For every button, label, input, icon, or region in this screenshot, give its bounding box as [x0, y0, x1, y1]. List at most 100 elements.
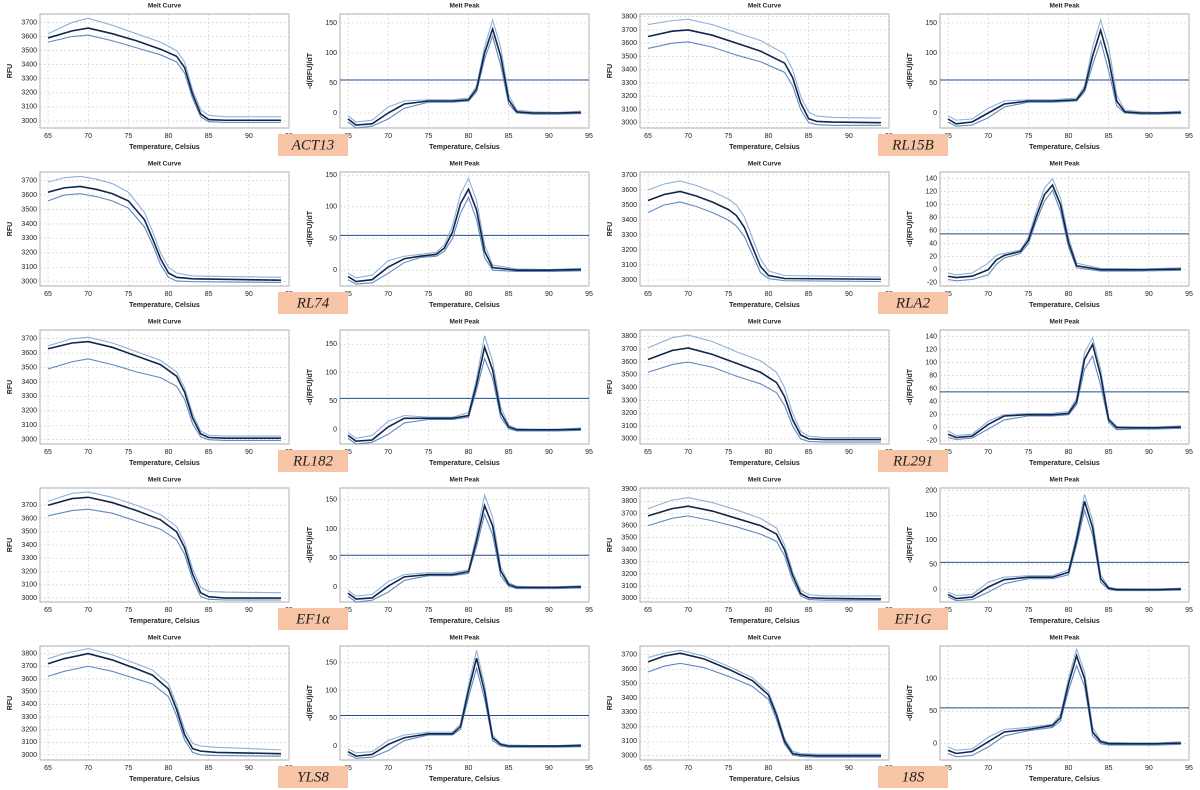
plot-area	[39, 13, 290, 129]
x-tick-label: 65	[44, 449, 52, 456]
y-axis-label: -d(RFU)/dT	[307, 368, 314, 405]
x-tick-label: 85	[505, 607, 513, 614]
x-axis-label: Temperature, Celsius	[129, 144, 200, 151]
x-tick-label: 80	[165, 291, 173, 298]
melt-line	[47, 652, 281, 755]
x-tick-label: 70	[684, 291, 692, 298]
gene-label: RLA2	[895, 295, 931, 311]
melt-line	[947, 663, 1181, 758]
y-tick-label: 3000	[21, 279, 37, 286]
x-tick-label: 75	[424, 765, 432, 772]
y-tick-label: 100	[925, 50, 937, 57]
chart-title: Melt Curve	[748, 635, 782, 642]
chart-title: Melt Peak	[1050, 319, 1080, 326]
x-tick-label: 75	[724, 765, 732, 772]
gene-label-box	[278, 292, 348, 314]
y-tick-label: 120	[925, 188, 937, 195]
y-tick-label: 50	[929, 80, 937, 87]
y-tick-label: 3300	[21, 714, 37, 721]
chart-title: Melt Peak	[450, 635, 480, 642]
x-tick-label: 65	[644, 765, 652, 772]
y-axis-label: -d(RFU)/dT	[907, 684, 914, 721]
y-tick-label: 0	[333, 584, 337, 591]
y-tick-label: 3400	[621, 547, 637, 554]
gene-label: YLS8	[297, 769, 329, 785]
melt-line	[947, 177, 1181, 276]
melt-line	[347, 512, 581, 603]
melt-line	[47, 496, 281, 599]
y-axis-label: -d(RFU)/dT	[907, 52, 914, 89]
y-tick-label: 3800	[621, 333, 637, 340]
melt-line	[347, 176, 581, 279]
x-tick-label: 70	[684, 607, 692, 614]
x-tick-label: 65	[44, 133, 52, 140]
y-tick-label: 40	[929, 241, 937, 248]
chart-panel: Melt Curve657075808590953000310032003300…	[607, 477, 893, 625]
y-tick-label: 3400	[21, 701, 37, 708]
x-tick-label: 75	[424, 133, 432, 140]
x-tick-label: 90	[545, 765, 553, 772]
x-tick-label: 65	[944, 133, 952, 140]
melt-line	[47, 647, 281, 751]
x-tick-label: 75	[1024, 607, 1032, 614]
x-tick-label: 90	[1145, 449, 1153, 456]
melt-line	[347, 344, 581, 442]
y-tick-label: 80	[929, 214, 937, 221]
y-tick-label: 3000	[21, 118, 37, 125]
x-axis-label: Temperature, Celsius	[129, 460, 200, 467]
gene-label: RL291	[892, 453, 933, 469]
y-axis-label: -d(RFU)/dT	[907, 368, 914, 405]
x-tick-label: 85	[205, 449, 213, 456]
y-tick-label: 100	[325, 687, 337, 694]
x-tick-label: 80	[165, 607, 173, 614]
chart-panel: Melt Peak 65 70 75 80 85 90 95 0 50 100 150 Temperat…	[307, 477, 593, 625]
x-tick-label: 95	[585, 133, 593, 140]
chart-panel: Melt Peak 65 70 75 80 85 90 95 0 50 100 Temperature…	[907, 635, 1193, 783]
x-tick-label: 65	[344, 133, 352, 140]
chart-title: Melt Curve	[148, 3, 182, 10]
y-tick-label: 0	[933, 110, 937, 117]
x-tick-label: 85	[505, 133, 513, 140]
y-tick-label: 3200	[21, 408, 37, 415]
x-tick-label: 90	[545, 133, 553, 140]
gene-label: RL74	[296, 295, 330, 311]
x-tick-label: 75	[724, 607, 732, 614]
melt-line	[647, 180, 881, 278]
y-tick-label: 3700	[21, 663, 37, 670]
y-tick-label: 20	[929, 412, 937, 419]
y-tick-label: 3400	[21, 379, 37, 386]
x-tick-label: 75	[1024, 291, 1032, 298]
melt-line	[47, 340, 281, 440]
melt-line	[47, 193, 281, 283]
y-tick-label: 3600	[21, 33, 37, 40]
x-axis-label: Temperature, Celsius	[1029, 618, 1100, 625]
gene-label: RL15B	[891, 137, 934, 153]
x-tick-label: 70	[84, 291, 92, 298]
x-tick-label: 90	[1145, 133, 1153, 140]
x-tick-label: 70	[84, 607, 92, 614]
melt-line	[47, 34, 281, 123]
melt-line	[947, 189, 1181, 282]
x-axis-label: Temperature, Celsius	[1029, 144, 1100, 151]
x-tick-label: 80	[465, 449, 473, 456]
x-tick-label: 70	[384, 133, 392, 140]
y-axis-label: RFU	[607, 696, 614, 710]
melt-line	[47, 27, 281, 122]
y-tick-label: 3100	[21, 739, 37, 746]
y-tick-label: 3100	[621, 583, 637, 590]
gene-label-box	[878, 766, 948, 788]
x-tick-label: 80	[465, 133, 473, 140]
chart-panel: Melt Peak 65 70 75 80 85 90 95 0 50 100 150 Temperat…	[307, 319, 593, 467]
y-tick-label: 3700	[21, 178, 37, 185]
melt-line	[947, 653, 1181, 755]
melt-line	[347, 195, 581, 285]
x-tick-label: 90	[545, 291, 553, 298]
chart-panel: Melt Curve657075808590953000310032003300…	[607, 635, 893, 783]
y-tick-label: 150	[925, 20, 937, 27]
melt-line	[347, 356, 581, 445]
x-axis-label: Temperature, Celsius	[129, 776, 200, 783]
x-axis-label: Temperature, Celsius	[429, 144, 500, 151]
melt-line	[347, 335, 581, 439]
y-axis-label: RFU	[607, 538, 614, 552]
chart-title: Melt Curve	[748, 161, 782, 168]
